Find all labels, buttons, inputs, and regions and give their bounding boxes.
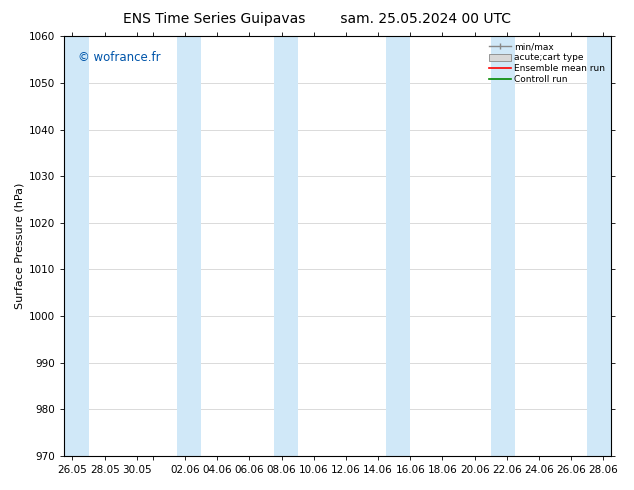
Y-axis label: Surface Pressure (hPa): Surface Pressure (hPa) [15, 183, 25, 309]
Bar [273, 36, 298, 456]
Bar [491, 36, 515, 456]
Text: ENS Time Series Guipavas        sam. 25.05.2024 00 UTC: ENS Time Series Guipavas sam. 25.05.2024… [123, 12, 511, 26]
Bar [587, 36, 611, 456]
Bar [386, 36, 410, 456]
Legend: min/max, acute;cart type, Ensemble mean run, Controll run: min/max, acute;cart type, Ensemble mean … [487, 41, 607, 86]
Bar [65, 36, 89, 456]
Text: © wofrance.fr: © wofrance.fr [78, 51, 161, 64]
Bar [177, 36, 201, 456]
